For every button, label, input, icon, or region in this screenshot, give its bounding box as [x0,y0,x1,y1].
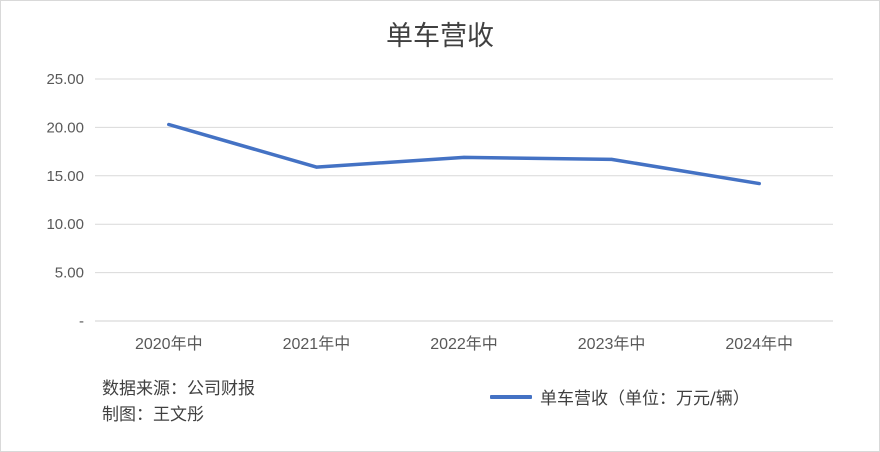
y-tick-label: 15.00 [46,168,84,185]
legend: 单车营收（单位：万元/辆） [490,384,750,409]
x-tick-labels: 2020年中 2021年中 2022年中 2023年中 2024年中 [135,335,793,353]
y-tick-labels: - 5.00 10.00 15.00 20.00 25.00 [46,71,84,330]
x-tick-label: 2020年中 [135,335,203,353]
x-tick-label: 2023年中 [578,335,646,353]
x-tick-label: 2022年中 [430,335,498,353]
data-point [757,182,761,186]
author-note: 制图：王文彤 [102,405,204,425]
y-tick-label: 20.00 [46,119,84,136]
gridlines [95,78,833,322]
legend-label: 单车营收（单位：万元/辆） [540,389,750,409]
x-tick-label: 2021年中 [283,335,351,353]
data-point [167,122,171,126]
legend-line-swatch [490,394,532,399]
series-group [167,122,761,186]
y-tick-label: - [79,313,84,330]
y-tick-label: 25.00 [46,71,84,88]
data-point [462,155,466,159]
series-line [167,122,761,186]
y-tick-label: 5.00 [55,265,84,282]
data-point [610,157,614,161]
data-point [314,165,318,169]
source-note: 数据来源：公司财报 [102,379,255,399]
x-tick-label: 2024年中 [725,335,793,353]
y-tick-label: 10.00 [46,216,84,233]
chart-title: 单车营收 [386,21,494,52]
